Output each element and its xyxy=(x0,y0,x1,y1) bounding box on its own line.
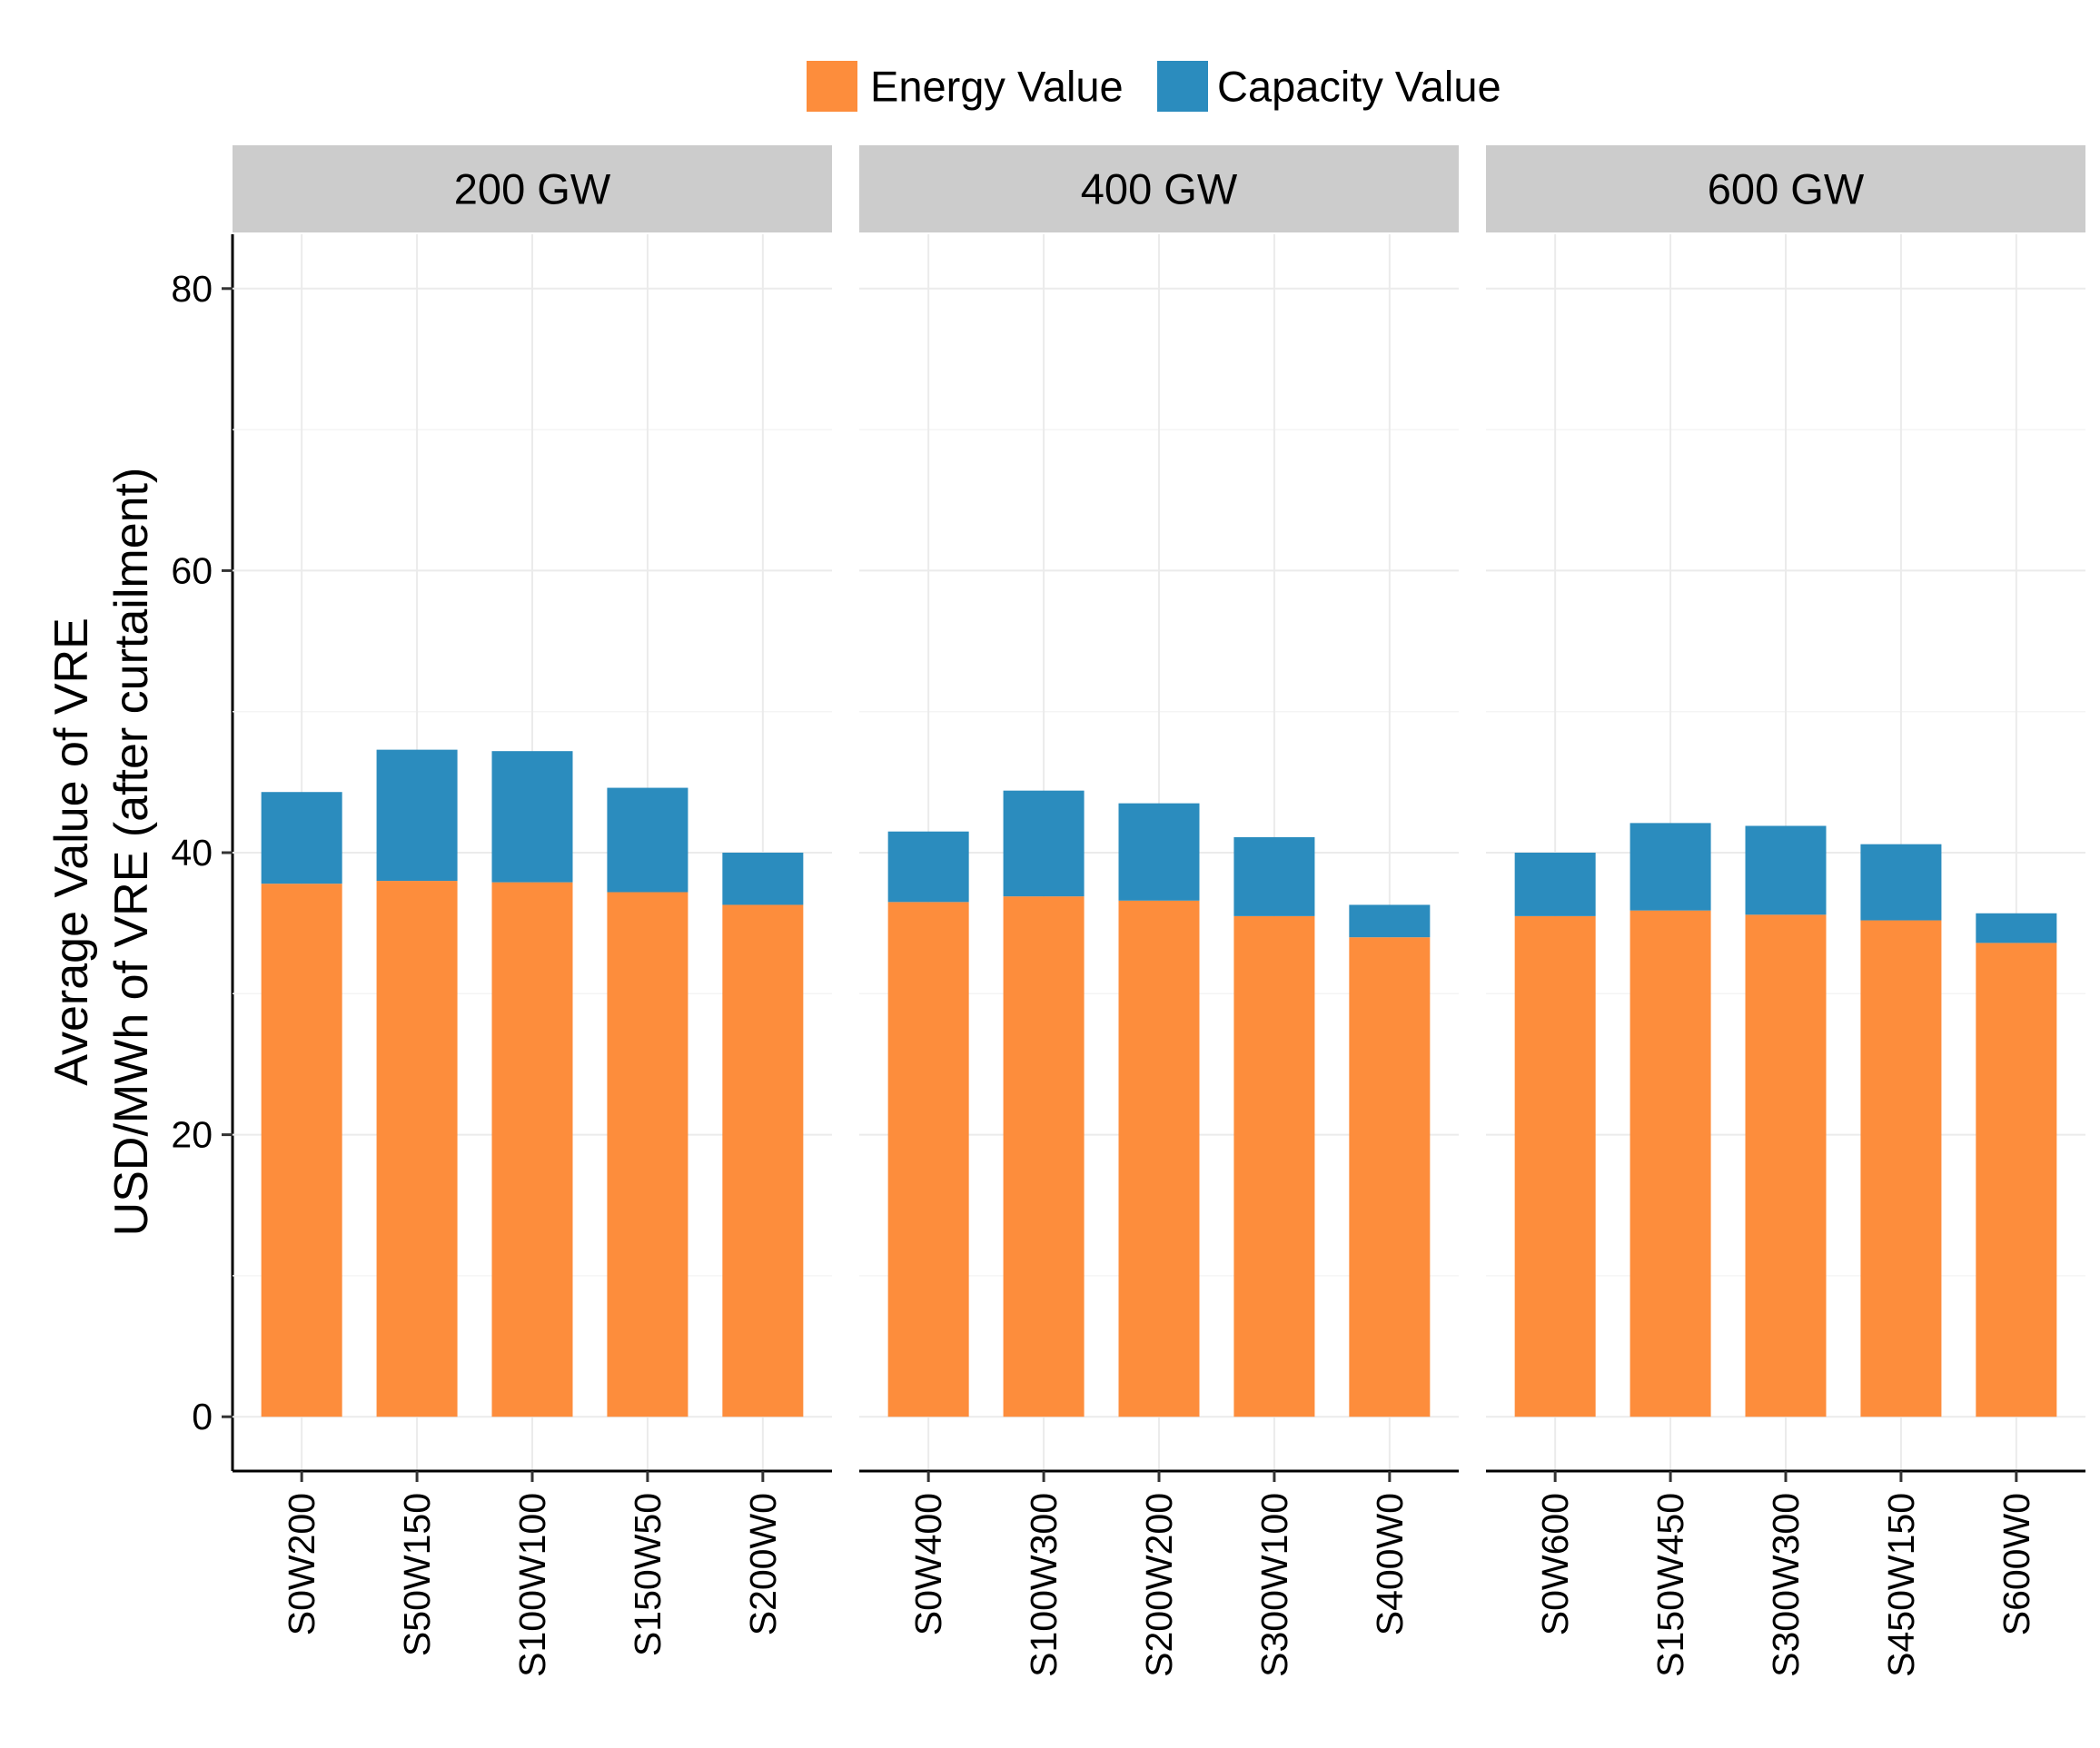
bar-capacity-value-s300w300 xyxy=(1745,825,1827,915)
x-tick-label: S600W0 xyxy=(1996,1493,2037,1635)
x-tick-label: S150W450 xyxy=(1649,1493,1691,1677)
y-tick-label: 80 xyxy=(171,268,213,310)
y-axis-title-line-2: USD/MWh of VRE (after curtailment) xyxy=(105,468,158,1237)
y-tick-label: 60 xyxy=(171,549,213,591)
bar-energy-value-s200w0 xyxy=(722,904,804,1417)
legend-label-energy-value: Energy Value xyxy=(870,63,1124,111)
facets: 200 GW S0W200 S50W150 S100W100 S150W50 S200W0… xyxy=(233,145,2085,1677)
bar-energy-value-s100w100 xyxy=(491,882,573,1417)
bar-energy-value-s150w50 xyxy=(607,892,688,1417)
bar-capacity-value-s150w450 xyxy=(1629,823,1711,911)
bar-energy-value-s300w100 xyxy=(1233,915,1315,1417)
legend-label-capacity-value: Capacity Value xyxy=(1217,63,1501,111)
bar-capacity-value-s200w200 xyxy=(1118,803,1200,901)
bar-energy-value-s50w150 xyxy=(376,881,458,1417)
x-tick-label: S300W100 xyxy=(1253,1493,1295,1677)
legend: Energy Value Capacity Value xyxy=(807,61,1501,112)
x-tick-label: S200W200 xyxy=(1138,1493,1180,1677)
y-tick-label: 0 xyxy=(192,1396,213,1437)
facet-panel: 600 GW S0W600 S150W450 S300W300 S450W150 S600… xyxy=(1486,145,2085,1677)
bar-capacity-value-s450w150 xyxy=(1860,844,1942,921)
bar-capacity-value-s0w400 xyxy=(887,831,969,903)
x-tick-label: S0W600 xyxy=(1534,1493,1576,1635)
x-tick-label: S300W300 xyxy=(1765,1493,1807,1677)
x-tick-label: S50W150 xyxy=(396,1493,438,1656)
facet-strip xyxy=(859,145,1459,232)
bar-energy-value-s300w300 xyxy=(1745,914,1827,1417)
legend-swatch-capacity-value xyxy=(1157,61,1208,112)
bar-energy-value-s0w400 xyxy=(887,902,969,1417)
bar-capacity-value-s50w150 xyxy=(376,749,458,882)
legend-swatch-energy-value xyxy=(807,61,857,112)
bar-capacity-value-s0w600 xyxy=(1514,853,1596,916)
bar-capacity-value-s200w0 xyxy=(722,853,804,905)
bar-capacity-value-s600w0 xyxy=(1976,913,2057,943)
facet-strip xyxy=(233,145,832,232)
x-tick-label: S0W400 xyxy=(907,1493,949,1635)
bar-capacity-value-s100w300 xyxy=(1003,790,1085,897)
y-tick-label: 20 xyxy=(171,1114,213,1156)
facet-strip-label: 200 GW xyxy=(454,165,611,213)
bar-capacity-value-s100w100 xyxy=(491,751,573,883)
bar-capacity-value-s300w100 xyxy=(1233,836,1315,916)
y-axis-title-line-1: Average Value of VRE xyxy=(45,617,98,1086)
bar-capacity-value-s150w50 xyxy=(607,787,688,893)
bar-capacity-value-s400w0 xyxy=(1349,904,1431,938)
x-tick-label: S450W150 xyxy=(1880,1493,1922,1677)
facet-strip-label: 400 GW xyxy=(1081,165,1238,213)
x-tick-label: S100W100 xyxy=(511,1493,553,1677)
bar-energy-value-s150w450 xyxy=(1629,910,1711,1417)
bar-energy-value-s0w200 xyxy=(261,884,342,1417)
bar-energy-value-s200w200 xyxy=(1118,900,1200,1417)
x-tick-label: S100W300 xyxy=(1023,1493,1065,1677)
bar-capacity-value-s0w200 xyxy=(261,792,342,884)
y-axis: 0 20 40 60 80 xyxy=(171,234,234,1471)
facet-panel: 400 GW S0W400 S100W300 S200W200 S300W100 S400… xyxy=(859,145,1459,1677)
y-tick-label: 40 xyxy=(171,832,213,874)
bar-energy-value-s100w300 xyxy=(1003,896,1085,1417)
bar-energy-value-s450w150 xyxy=(1860,920,1942,1417)
facet-strip xyxy=(1486,145,2085,232)
bar-energy-value-s400w0 xyxy=(1349,937,1431,1417)
bar-energy-value-s600w0 xyxy=(1976,943,2057,1417)
bar-energy-value-s0w600 xyxy=(1514,915,1596,1417)
facet-strip-label: 600 GW xyxy=(1708,165,1865,213)
x-tick-label: S200W0 xyxy=(742,1493,784,1635)
x-tick-label: S150W50 xyxy=(627,1493,669,1656)
facet-panel: 200 GW S0W200 S50W150 S100W100 S150W50 S200W0 xyxy=(233,145,832,1677)
x-tick-label: S0W200 xyxy=(281,1493,322,1635)
y-axis-title: Average Value of VRE USD/MWh of VRE (aft… xyxy=(45,468,158,1237)
x-tick-label: S400W0 xyxy=(1369,1493,1411,1635)
